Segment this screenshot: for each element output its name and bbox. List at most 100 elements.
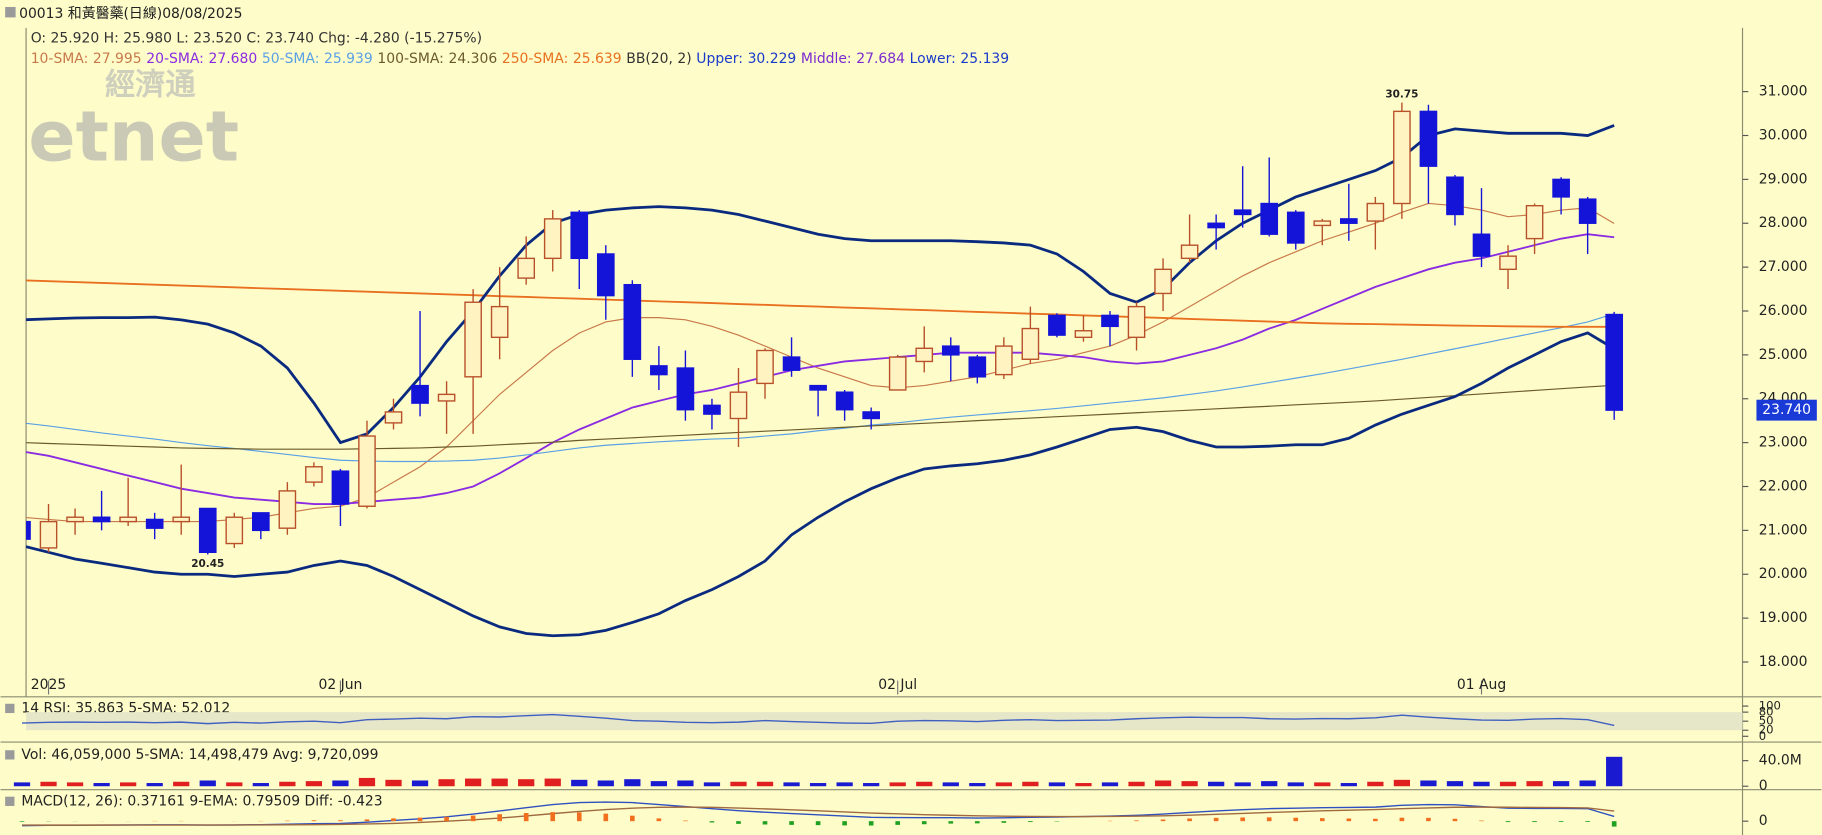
legend-entry: 27.684 (856, 51, 905, 67)
y-tick-label: 27.000 (1759, 259, 1808, 275)
macd-diff-bar (789, 821, 794, 825)
macd-diff-bar (1346, 818, 1352, 822)
y-tick-label: 40.0M (1759, 753, 1802, 769)
candle-body (756, 349, 774, 385)
volume-bar (1128, 781, 1145, 787)
x-tick-label: 01 Aug (1457, 677, 1506, 693)
indicator-line (26, 384, 1615, 450)
legend-entry: 30.229 (748, 51, 797, 67)
volume-bar (279, 781, 296, 787)
candle-body (1101, 314, 1119, 328)
x-tick-label: 02 Jun (318, 677, 362, 693)
volume-bar (756, 781, 774, 787)
panel-icon[interactable] (5, 703, 15, 714)
volume-bar (1526, 781, 1543, 787)
menu-icon[interactable] (5, 6, 16, 18)
volume-bar (624, 779, 641, 787)
macd-diff-bar (1479, 820, 1484, 822)
y-tick-label: 26.000 (1759, 303, 1808, 319)
candle-body (1021, 327, 1040, 360)
volume-bar (1261, 781, 1278, 787)
volume-bar (438, 779, 455, 787)
volume-bar (120, 782, 137, 787)
volume-bar (464, 778, 482, 787)
volume-bar (226, 782, 243, 787)
candle-body (145, 518, 164, 529)
candle-body (411, 384, 429, 404)
volume-bar (809, 783, 827, 787)
volume-bar (1606, 756, 1623, 787)
volume-bar (1340, 783, 1357, 787)
volume-bar (1234, 782, 1251, 787)
candle-body (676, 367, 695, 411)
volume-bar (863, 783, 880, 787)
low-annotation: 20.45 (191, 558, 224, 570)
candle-body (225, 516, 244, 545)
legend-entry: 24.306 (448, 51, 497, 67)
candle-body (1207, 222, 1225, 229)
candle-body (729, 391, 748, 420)
macd-diff-bar (736, 821, 741, 824)
candle-body (650, 365, 668, 376)
y-tick-label: 100 (1759, 699, 1781, 713)
macd-diff-bar (1373, 818, 1378, 822)
volume-bar (13, 782, 31, 787)
candle-body (198, 507, 217, 554)
y-tick-label: 31.000 (1759, 84, 1808, 100)
volume-bar (1499, 781, 1517, 787)
macd-diff-bar (921, 821, 927, 825)
volume-bar (1446, 781, 1464, 787)
macd-diff-bar (364, 819, 370, 822)
macd-diff-bar (815, 821, 821, 826)
volume-bar (66, 782, 84, 787)
legend-entry: 50-SMA: (262, 51, 320, 67)
candle-body (1605, 313, 1624, 411)
volume-bar (146, 783, 163, 787)
macd-diff-bar (1028, 821, 1033, 823)
volume-bar (1552, 781, 1570, 787)
macd-diff-bar (470, 815, 476, 822)
candle-body (862, 411, 880, 420)
watermark-logo: etnet (28, 97, 239, 178)
candle-body (1286, 211, 1305, 244)
panel-icon[interactable] (5, 796, 15, 806)
candle-body (92, 516, 111, 523)
macd-diff-bar (1319, 818, 1325, 822)
panel-icon[interactable] (5, 750, 15, 760)
candle-body (384, 411, 403, 424)
candle-body (1366, 202, 1385, 222)
y-tick-label: 23.000 (1759, 435, 1808, 451)
volume-bar (93, 783, 110, 787)
y-tick-label: 22.000 (1759, 479, 1808, 495)
candle-body (1525, 205, 1544, 240)
macd-diff-bar (974, 821, 980, 824)
watermark-cjk: 經濟通 (105, 67, 196, 102)
candle-body (1446, 176, 1464, 216)
candle-body (437, 393, 456, 402)
indicator-line (21, 806, 1615, 826)
macd-diff-bar (576, 812, 582, 822)
volume-bar (544, 778, 561, 787)
candle-body (915, 347, 934, 363)
y-tick-label: 50 (1759, 714, 1774, 728)
macd-diff-bar (1266, 817, 1272, 822)
volume-bar (1154, 780, 1172, 787)
candle-body (1339, 218, 1358, 224)
candle-body (1074, 330, 1093, 339)
candle-body (305, 466, 323, 483)
candle-body (995, 345, 1013, 376)
macd-diff-bar (338, 820, 343, 822)
volume-bar (1181, 781, 1198, 787)
macd-diff-bar (630, 815, 635, 822)
volume-bar (597, 780, 614, 787)
candle-body (464, 301, 482, 378)
candle-body (331, 470, 350, 505)
y-tick-label: 25.000 (1759, 347, 1808, 363)
macd-diff-bar (709, 821, 715, 823)
candle-body (888, 356, 907, 391)
indicator-line (26, 313, 1615, 463)
volume-bar (1579, 780, 1596, 787)
macd-diff-bar (19, 821, 25, 822)
candle-body (1180, 244, 1199, 260)
macd-diff-bar (1558, 821, 1564, 822)
